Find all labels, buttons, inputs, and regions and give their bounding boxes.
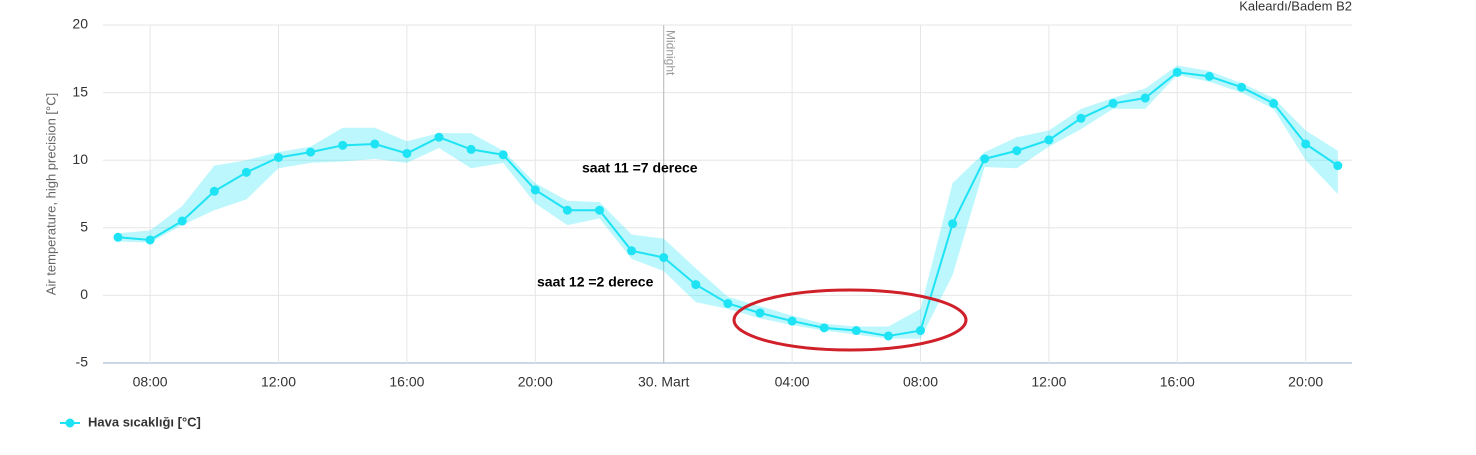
legend-label: Hava sıcaklığı [°C] (88, 414, 201, 429)
data-point (627, 246, 637, 256)
highlight-ellipse (732, 288, 968, 352)
data-point (1140, 93, 1150, 103)
data-point (530, 185, 540, 195)
data-point (948, 219, 958, 229)
data-point (1269, 98, 1279, 108)
annotation: saat 11 =7 derece (582, 160, 698, 176)
data-point (113, 232, 123, 242)
y-axis-label: Air temperature, high precision [°C] (43, 93, 58, 295)
data-point (1204, 71, 1214, 81)
data-point (306, 147, 316, 157)
x-tick-label: 12:00 (261, 374, 296, 390)
range-band (118, 65, 1338, 339)
data-point (595, 205, 604, 215)
data-point (755, 308, 765, 318)
series-line (117, 71, 1339, 337)
data-point (819, 323, 829, 333)
data-point (1172, 67, 1182, 77)
data-point (787, 316, 797, 326)
y-tick-label: -5 (76, 354, 89, 370)
x-tick-label: 20:00 (1288, 374, 1323, 390)
data-point (466, 144, 476, 154)
data-point (402, 148, 412, 158)
data-point (916, 326, 925, 336)
data-point (498, 150, 508, 160)
x-tick-label: 08:00 (133, 374, 168, 390)
data-point (723, 299, 733, 309)
y-tick-label: 15 (72, 83, 88, 99)
data-point (1108, 98, 1118, 108)
x-tick-label: 20:00 (518, 374, 553, 390)
x-tick-label: 16:00 (1160, 374, 1195, 390)
data-point (883, 331, 893, 341)
y-tick-label: 0 (80, 286, 88, 302)
data-point (1044, 135, 1054, 145)
x-tick-label: 16:00 (389, 374, 424, 390)
data-point (209, 186, 219, 196)
data-point (1076, 113, 1086, 123)
data-point (691, 280, 701, 290)
subtitle: Kaleardı/Badem B2 (1239, 0, 1352, 13)
annotation: saat 12 =2 derece (537, 274, 654, 290)
x-tick-label: 12:00 (1031, 374, 1066, 390)
data-point (434, 132, 444, 142)
y-tick-label: 5 (80, 219, 88, 235)
data-point (1333, 161, 1343, 171)
data-point (338, 140, 348, 150)
data-point (562, 205, 572, 215)
data-point (145, 235, 155, 245)
data-point (274, 152, 283, 162)
data-point (1301, 139, 1311, 149)
y-tick-label: 20 (72, 16, 88, 32)
data-point (241, 167, 251, 177)
annotation: Midnight (664, 30, 678, 76)
x-tick-label: 30. Mart (638, 374, 689, 390)
data-point (1237, 82, 1246, 92)
data-point (980, 154, 990, 164)
y-tick-label: 10 (72, 151, 88, 167)
data-point (659, 253, 669, 263)
legend-marker (65, 418, 75, 428)
data-point (851, 326, 861, 336)
x-tick-label: 04:00 (775, 374, 810, 390)
x-tick-label: 08:00 (903, 374, 938, 390)
data-point (1012, 146, 1022, 156)
data-point (177, 216, 187, 226)
data-point (370, 139, 380, 149)
